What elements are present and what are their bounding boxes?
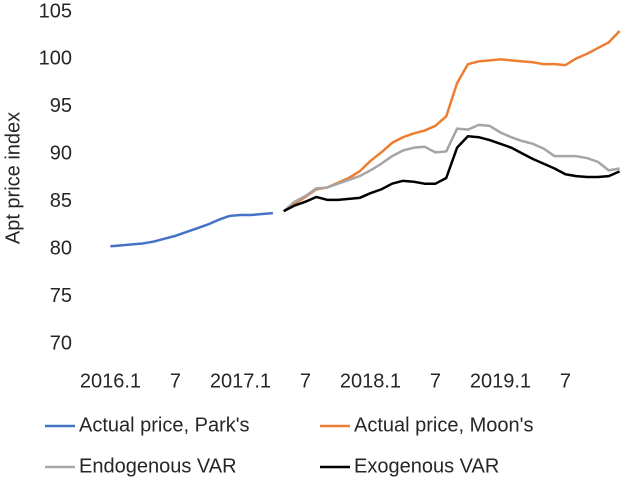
y-tick-label: 85: [50, 190, 72, 212]
y-tick-label: 80: [50, 237, 72, 259]
series-line: [282, 123, 620, 213]
series-line: [110, 211, 274, 248]
x-tick-label: 2016.1: [80, 370, 141, 392]
legend-label: Actual price, Park's: [79, 414, 250, 436]
series-line: [283, 135, 621, 213]
x-tick-label: 2018.1: [340, 370, 401, 392]
x-tick-label: 2019.1: [470, 370, 531, 392]
y-axis-label: Apt price index: [2, 112, 24, 244]
y-tick-label: 100: [39, 48, 72, 70]
x-tick-label: 7: [560, 370, 571, 392]
y-tick-label: 70: [50, 332, 72, 354]
legend-label: Actual price, Moon's: [354, 414, 533, 436]
x-tick-label: 7: [300, 370, 311, 392]
x-tick-label: 2017.1: [210, 370, 271, 392]
y-tick-label: 75: [50, 285, 72, 307]
legend-label: Exogenous VAR: [354, 455, 499, 477]
legend-label: Endogenous VAR: [79, 455, 237, 477]
y-tick-label: 95: [50, 95, 72, 117]
y-tick-label: 105: [39, 0, 72, 22]
x-tick-label: 7: [430, 370, 441, 392]
x-tick-label: 7: [170, 370, 181, 392]
y-tick-label: 90: [50, 143, 72, 165]
